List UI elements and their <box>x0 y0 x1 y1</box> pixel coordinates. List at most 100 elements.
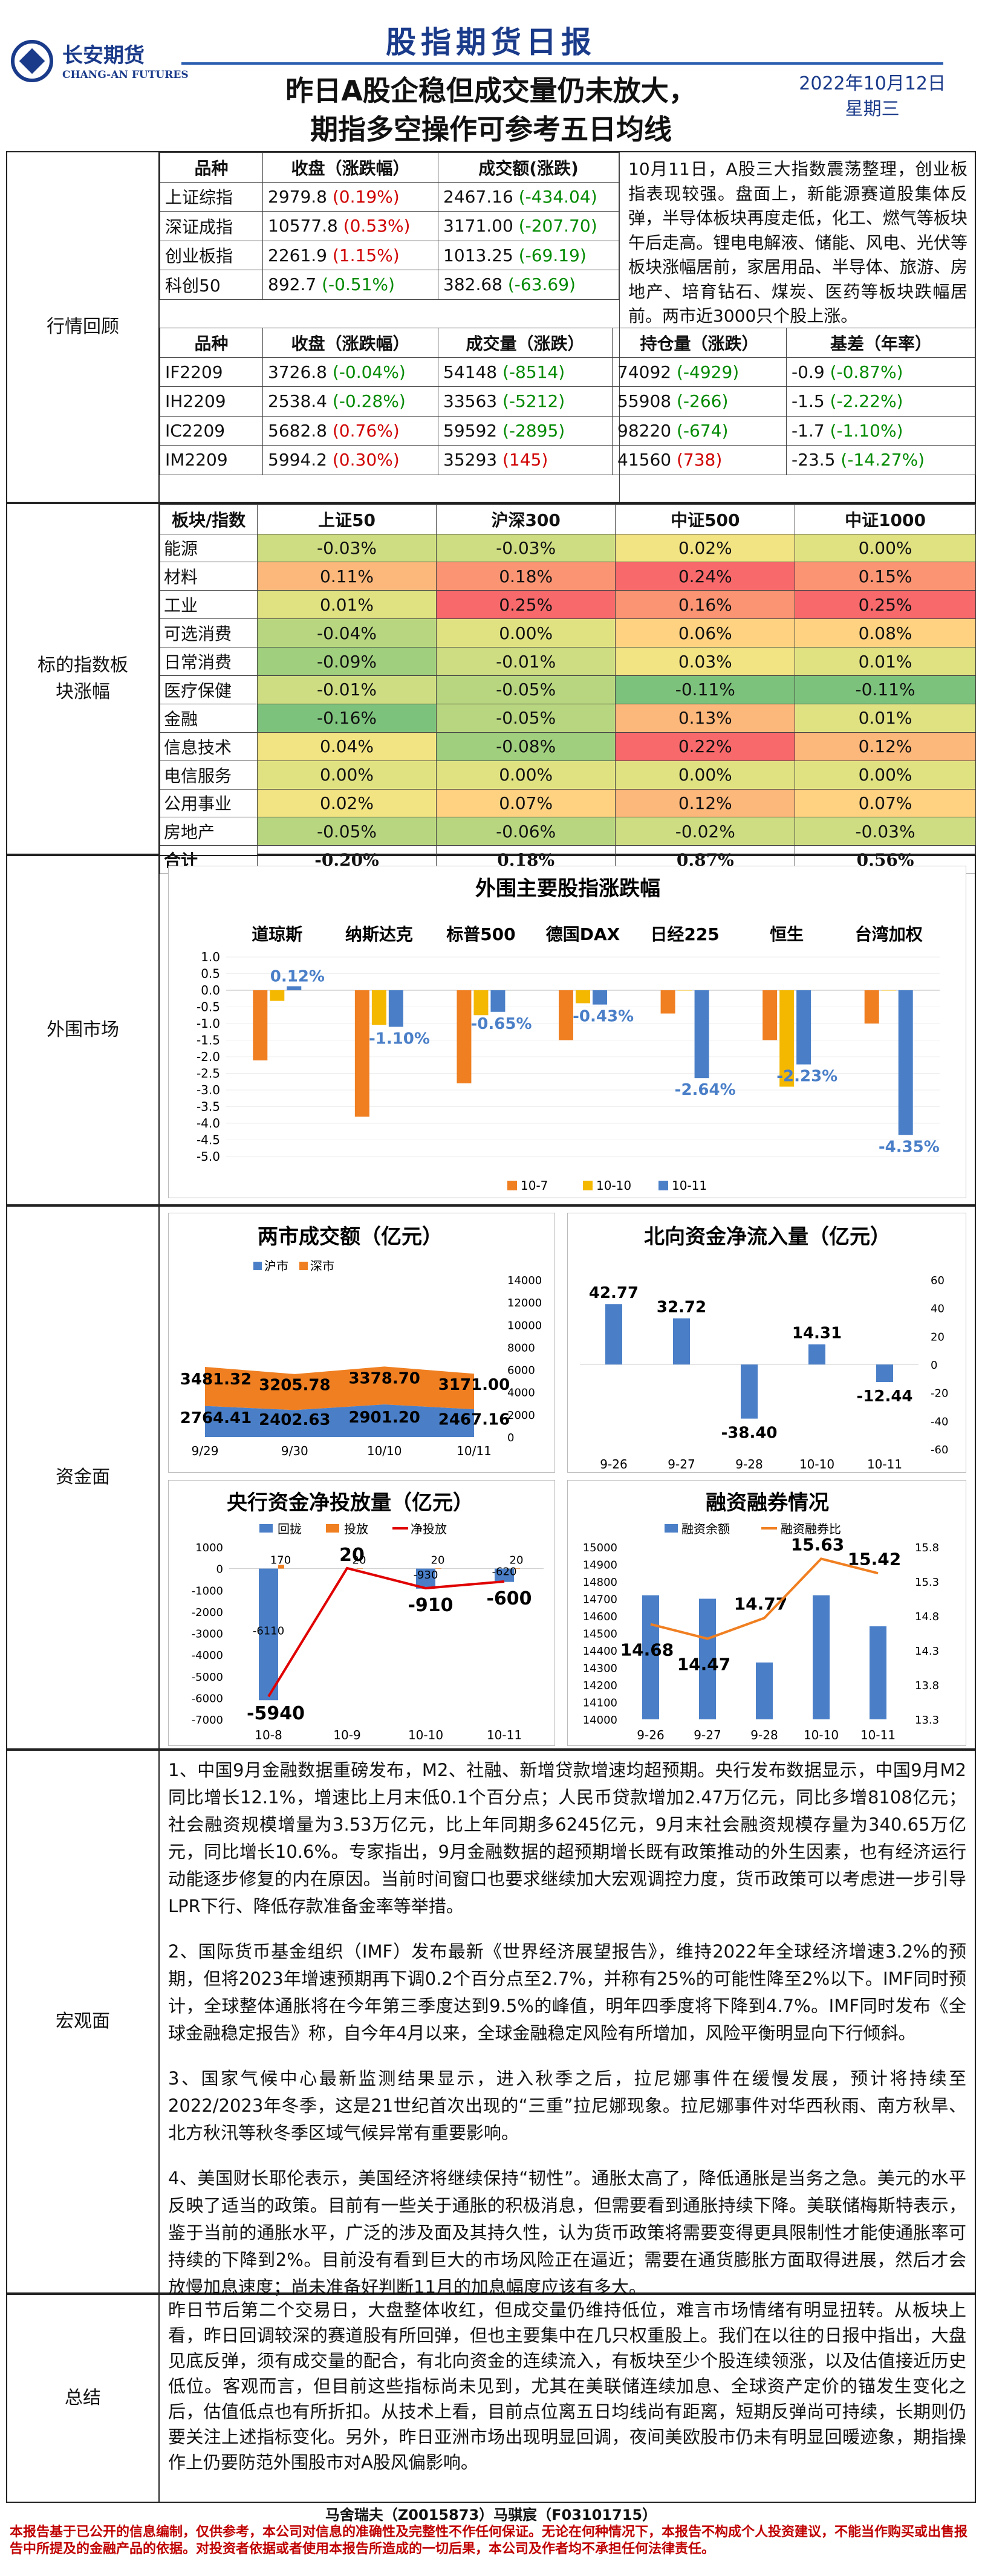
y-tick-label: 0.0 <box>201 983 220 998</box>
category-label: 纳斯达克 <box>345 924 413 944</box>
change: (-5212) <box>502 391 565 412</box>
y-tick-label: 14000 <box>507 1274 542 1287</box>
value: 3726.8 <box>268 362 333 382</box>
x-tick-label: 10-9 <box>333 1728 360 1742</box>
heat-cell: -0.03% <box>795 817 976 846</box>
value-cell: 382.68 (-63.69) <box>438 270 619 300</box>
bar <box>354 990 369 1117</box>
overseas-chart-svg: 外围主要股指涨跌幅 1.0 0.5 0.0 -0.5 -1.0 -1.5 -2.0 -2.5 -3… <box>197 877 940 1193</box>
value: 2261.9 <box>268 245 333 265</box>
row-label: 材料 <box>159 562 258 591</box>
bar <box>457 990 472 1083</box>
headline: 昨日A股企稳但成交量仍未放大， 期指多空操作可参考五日均线 <box>175 71 807 149</box>
y-tick-label: 20 <box>931 1331 945 1343</box>
value: 1013.25 <box>443 245 519 265</box>
legend-label: 沪市 <box>264 1259 288 1273</box>
legend-swatch <box>658 1181 668 1190</box>
change: (-14.27%) <box>841 450 925 470</box>
section-overseas: 外围市场 外围主要股指涨跌幅 1.0 0.5 0.0 -0.5 -1.0 -1.5 -2.0 -… <box>6 855 976 1205</box>
northbound-chart: 北向资金净流入量（亿元） 60 40 20 0 -20 -40 -60 42.77 9-26 32.… <box>567 1213 966 1473</box>
y-tick-label: 1000 <box>195 1542 223 1554</box>
column-header: 品种 <box>160 152 263 183</box>
x-tick-label: 10-10 <box>804 1728 839 1742</box>
category-label: 台湾加权 <box>855 924 923 944</box>
table-header-row: 品种 收盘（涨跌幅） 成交量（涨跌） 持仓量（涨跌） 基差（年率） <box>160 328 976 358</box>
table-header-row: 板块/指数 上证50 沪深300 中证500 中证1000 <box>159 504 976 534</box>
heat-cell: 0.24% <box>615 562 796 591</box>
column-header: 上证50 <box>257 504 437 534</box>
data-label: -600 <box>486 1588 532 1609</box>
bar <box>779 990 795 1087</box>
value-cell: -23.5 (-14.27%) <box>786 445 976 475</box>
data-label: -38.40 <box>721 1424 777 1442</box>
heat-cell: 0.02% <box>615 533 796 563</box>
section-label: 资金面 <box>7 1207 160 1748</box>
legend-swatch <box>259 1524 273 1533</box>
heat-cell: -0.03% <box>435 533 616 563</box>
value-cell: 2538.4 (-0.28%) <box>262 386 438 417</box>
analyst-signature: 马舍瑞夫（Z0015873）马骐宸（F03101715） <box>325 2506 657 2523</box>
y-tick-label: 60 <box>931 1274 945 1287</box>
y-tick-label: 14100 <box>583 1697 617 1710</box>
bar <box>796 990 811 1065</box>
value-cell: 3726.8 (-0.04%) <box>262 357 438 387</box>
heat-cell: 0.25% <box>795 590 976 620</box>
value: -1.5 <box>792 391 830 412</box>
table-row: 科创50 892.7 (-0.51%) 382.68 (-63.69) <box>160 270 619 300</box>
row-label: 日常消费 <box>159 647 258 676</box>
change: (-69.19) <box>518 245 587 265</box>
legend-label: 融资余额 <box>681 1522 730 1536</box>
table-row: IH2209 2538.4 (-0.28%) 33563 (-5212) 55908 … <box>160 386 976 417</box>
bar <box>259 1568 278 1701</box>
y-tick-label: 2000 <box>507 1409 535 1422</box>
y2-tick-label: 14.8 <box>915 1611 939 1623</box>
heat-cell: 0.12% <box>615 788 796 818</box>
table-row: 医疗保健 -0.01% -0.05% -0.11% -0.11% <box>159 675 976 704</box>
bar <box>881 990 896 991</box>
macro-para-4: 4、美国财长耶伦表示，美国经济将继续保持“韧性”。通胀太高了，降低通胀是当务之急… <box>168 2168 966 2297</box>
data-label: -4.35% <box>879 1138 940 1156</box>
table-row: 深证成指 10577.8 (0.53%) 3171.00 (-207.70) <box>160 211 619 241</box>
data-label: 3481.32 <box>180 1371 252 1389</box>
row-label: 能源 <box>159 533 258 563</box>
macro-para-1: 1、中国9月金融数据重磅发布，M2、社融、新增贷款增速均超预期。央行发布数据显示… <box>168 1760 966 1916</box>
area-series <box>205 1404 474 1437</box>
value: 5994.2 <box>268 450 333 470</box>
heat-cell: 0.22% <box>615 732 796 761</box>
data-label: -6110 <box>253 1624 284 1637</box>
change: (738) <box>677 450 723 470</box>
y-tick-label: -3.0 <box>197 1083 220 1097</box>
data-label: -5940 <box>247 1703 305 1724</box>
value: 54148 <box>443 362 502 382</box>
x-tick-label: 10-8 <box>255 1728 282 1742</box>
value: 892.7 <box>268 274 322 295</box>
disclaimer: 本报告基于已公开的信息编制，仅供参考，本公司对信息的准确性及完整性不作任何保证。… <box>10 2525 968 2557</box>
legend-label: 10-10 <box>596 1178 631 1193</box>
bar <box>756 1662 773 1719</box>
y-tick-label: 0.5 <box>201 967 220 981</box>
change: (-266) <box>677 391 729 412</box>
y-tick-label: -1000 <box>192 1585 223 1597</box>
change: (1.15%) <box>332 245 400 265</box>
row-label: 上证综指 <box>160 181 263 212</box>
bar <box>876 1364 893 1383</box>
line-series <box>650 1557 879 1640</box>
x-tick-label: 10-10 <box>408 1728 443 1742</box>
y-tick-label: -7000 <box>192 1714 223 1727</box>
chart-title: 两市成交额（亿元） <box>258 1225 443 1249</box>
company-name-cn: 长安期货 <box>62 44 145 68</box>
heat-cell: 0.00% <box>435 618 616 648</box>
x-tick-label: 9-28 <box>750 1728 778 1742</box>
heat-cell: 0.00% <box>435 760 616 790</box>
turnover-chart: 两市成交额（亿元） 沪市 深市 14000 12000 10000 8000 6000 4000… <box>168 1213 555 1473</box>
data-label: 42.77 <box>589 1284 639 1302</box>
x-tick-label: 10-11 <box>487 1728 522 1742</box>
y-tick-label: -3000 <box>192 1628 223 1641</box>
column-header: 基差（年率） <box>786 328 976 358</box>
value: 10577.8 <box>268 216 343 236</box>
bar <box>388 990 403 1027</box>
bar <box>435 1568 441 1569</box>
y-tick-label: -60 <box>931 1444 948 1456</box>
bar <box>741 1364 758 1419</box>
change: (-2.22%) <box>830 391 903 412</box>
